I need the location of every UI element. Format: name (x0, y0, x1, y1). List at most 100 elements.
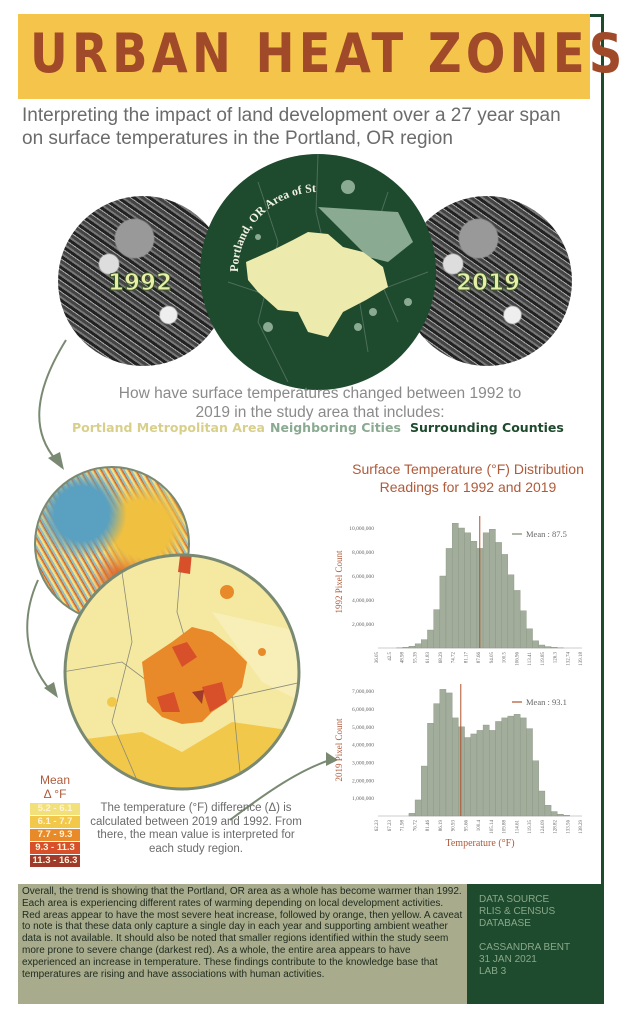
histogram-bar (538, 644, 546, 649)
y-tick-label: 6,000,000 (352, 707, 374, 713)
x-tick-label: 62.23 (375, 820, 380, 832)
chart-title-line1: Surface Temperature (°F) Distribution (352, 461, 584, 477)
x-tick-label: 113.41 (528, 652, 533, 666)
x-tick-label: 71.98 (401, 820, 406, 832)
histogram-bar (414, 643, 422, 649)
chart-title: Surface Temperature (°F) Distribution Re… (318, 460, 618, 496)
histogram-bar (532, 640, 539, 649)
y-tick-label: 6,000,000 (352, 574, 374, 580)
x-tick-label: 119.35 (528, 820, 533, 834)
histogram-bar (544, 805, 552, 817)
x-tick-label: 132.74 (566, 652, 571, 666)
histogram-bar (451, 522, 459, 649)
histogram-bar (470, 733, 478, 817)
y-tick-label: 3,000,000 (352, 760, 374, 766)
histogram-bar (495, 721, 502, 817)
x-tick-label: 109.88 (503, 820, 508, 834)
y-tick-label: 4,000,000 (352, 743, 374, 749)
y-tick-label: 7,000,000 (352, 689, 374, 695)
histogram-bar (519, 610, 527, 649)
histogram-bar (489, 730, 496, 817)
x-tick-label: 138.29 (579, 820, 584, 834)
x-tick-label: 126.3 (554, 652, 559, 664)
y-tick-label: 1,000,000 (352, 796, 374, 802)
mean-legend-label: Mean : 87.5 (526, 529, 567, 539)
histogram-bar (489, 529, 496, 649)
histogram-bar (464, 532, 471, 649)
histogram-bar (482, 532, 490, 649)
poster-title: URBAN HEAT ZONES (30, 22, 622, 85)
year-label-1992: 1992 (107, 270, 173, 297)
map-1992-satellite (58, 196, 228, 366)
histogram-bar (495, 542, 502, 649)
mean-legend-title-line1: Mean (39, 773, 71, 787)
x-tick-label: 94.05 (490, 652, 495, 664)
x-tick-label: 68.29 (439, 652, 444, 664)
x-tick-label: 74.72 (452, 652, 457, 664)
x-tick-label: 95.66 (464, 820, 469, 832)
summary-panel: Overall, the trend is showing that the P… (18, 884, 467, 1004)
legend-class-1: 5.2 - 6.1 (30, 803, 80, 815)
histogram-bar (433, 703, 441, 817)
credits-line1: DATA SOURCE (479, 894, 550, 905)
y-axis-label: 1992 Pixel Count (334, 550, 344, 614)
mean-change-map (63, 553, 301, 791)
y-tick-label: 5,000,000 (352, 725, 374, 731)
x-tick-label: 48.98 (401, 652, 406, 664)
histogram-bar (433, 609, 441, 649)
credits-panel: DATA SOURCE RLIS & CENSUS DATABASE CASSA… (467, 884, 604, 1004)
y-tick-label: 8,000,000 (352, 550, 374, 556)
histogram-bar (458, 726, 465, 817)
legend-class-4: 9.3 - 11.3 (30, 842, 80, 854)
y-tick-label: 10,000,000 (349, 526, 374, 532)
histogram-bar (550, 811, 558, 817)
histogram-bar (408, 813, 416, 817)
study-question: How have surface temperatures changed be… (118, 385, 522, 421)
y-tick-label: 4,000,000 (352, 598, 374, 604)
histogram-bar (458, 527, 465, 649)
area-legend-counties: Surrounding Counties (410, 420, 564, 435)
x-tick-label: 139.18 (579, 652, 584, 666)
mean-legend-label: Mean : 93.1 (526, 697, 567, 707)
x-tick-label: 106.96 (515, 652, 520, 666)
legend-class-3: 7.7 - 9.3 (30, 829, 80, 841)
histogram-bar (519, 717, 527, 817)
x-tick-label: 87.66 (477, 652, 482, 664)
x-tick-label: 76.72 (413, 820, 418, 832)
credits-line2: RLIS & CENSUS (479, 906, 556, 917)
area-legend-metro: Portland Metropolitan Area (72, 420, 265, 435)
mean-legend-title-line2: Δ °F (43, 787, 67, 801)
x-tick-label: 67.23 (388, 820, 393, 832)
histogram-2019: 7,000,000 6,000,000 5,000,000 4,000,000 3,00… (334, 684, 584, 849)
histogram-bar (526, 728, 533, 817)
x-axis-label: Temperature (°F) (445, 838, 514, 849)
histogram-bar (501, 554, 509, 649)
histogram-1992: 10,000,000 8,000,000 6,000,000 4,000,000 2,0… (334, 516, 584, 666)
histogram-bar (482, 724, 490, 817)
y-tick-label: 2,000,000 (352, 622, 374, 628)
histogram-bar (445, 692, 453, 817)
area-legend-cities: Neighboring Cities (270, 420, 401, 435)
x-tick-label: 42.5 (388, 652, 393, 661)
histogram-bar (476, 730, 484, 817)
x-tick-label: 90.93 (452, 820, 457, 832)
x-tick-label: 55.39 (413, 652, 418, 664)
title-banner (18, 14, 590, 99)
x-tick-label: 81.17 (464, 652, 469, 664)
legend-class-2: 6.1 - 7.7 (30, 816, 80, 828)
credits-line6: LAB 3 (479, 966, 507, 977)
histogram-bar (501, 717, 509, 817)
x-tick-label: 128.82 (554, 820, 559, 834)
credits-line5: 31 JAN 2021 (479, 954, 537, 965)
mean-explanation: The temperature (°F) difference (Δ) is c… (90, 802, 302, 855)
histogram-bar (421, 639, 428, 649)
x-tick-label: 36.05 (375, 652, 380, 664)
histogram-bar (427, 629, 434, 649)
legend-class-5: 11.3 - 16.3 (30, 855, 80, 867)
x-tick-label: 133.56 (566, 820, 571, 834)
histogram-bar (538, 790, 546, 817)
x-tick-label: 119.85 (541, 652, 546, 666)
x-tick-label: 114.61 (515, 820, 520, 834)
histogram-bar (421, 765, 428, 817)
histogram-bar (445, 548, 453, 649)
